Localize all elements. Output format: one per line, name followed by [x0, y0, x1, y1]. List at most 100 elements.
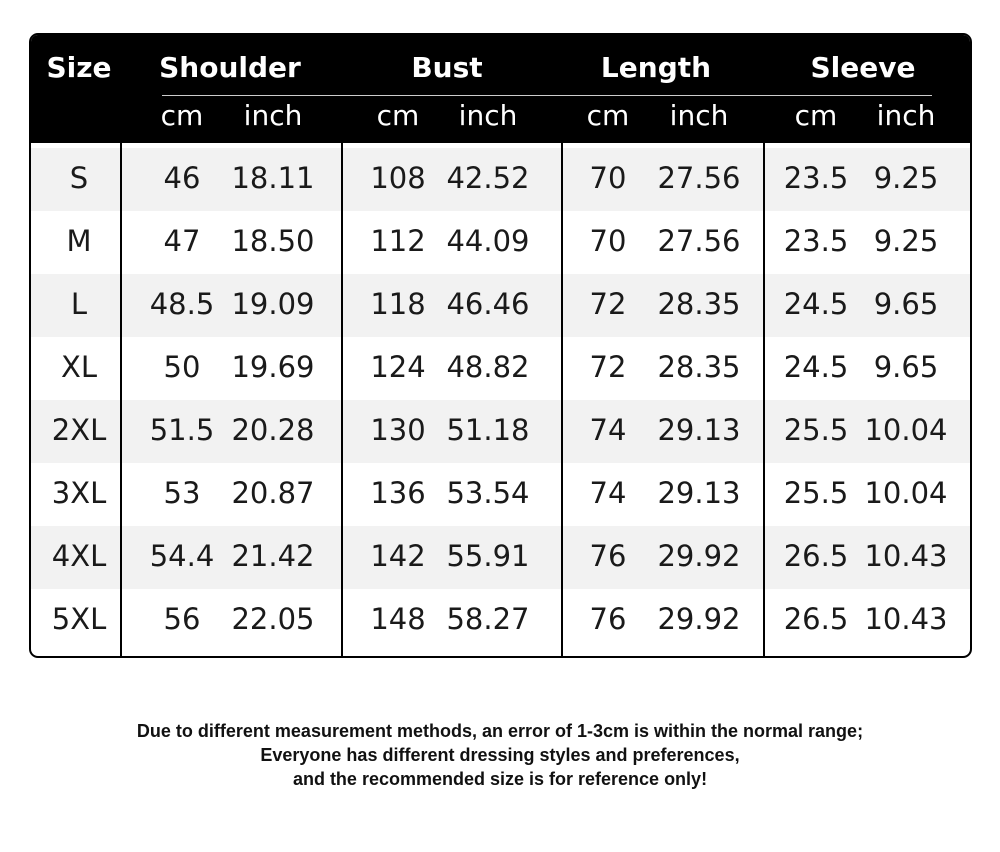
- measurement-cell: 25.5: [783, 413, 849, 447]
- size-cell: 3XL: [51, 476, 107, 510]
- measurement-cell: 148: [370, 602, 426, 636]
- measurement-cell: 46: [163, 161, 201, 195]
- unit-inch: inch: [458, 99, 518, 132]
- measurement-cell: 136: [370, 476, 426, 510]
- measurement-cell: 55.91: [446, 539, 530, 573]
- measurement-cell: 44.09: [446, 224, 530, 258]
- table-row: 2XL 51.5 20.28 130 51.18 74 29.13 25.5 10.04: [31, 400, 970, 463]
- measurement-cell: 29.13: [657, 413, 741, 447]
- measurement-cell: 26.5: [783, 539, 849, 573]
- size-cell: S: [69, 161, 89, 195]
- table-row: L 48.5 19.09 118 46.46 72 28.35 24.5 9.65: [31, 274, 970, 337]
- header-divider: [162, 95, 932, 96]
- measurement-cell: 56: [163, 602, 201, 636]
- table-row: M 47 18.50 112 44.09 70 27.56 23.5 9.25: [31, 211, 970, 274]
- unit-inch: inch: [876, 99, 936, 132]
- disclaimer-note: Due to different measurement methods, an…: [0, 719, 1000, 791]
- measurement-cell: 76: [589, 602, 627, 636]
- measurement-cell: 9.65: [873, 350, 939, 384]
- measurement-cell: 24.5: [783, 350, 849, 384]
- column-divider: [120, 143, 122, 656]
- size-cell: 5XL: [51, 602, 107, 636]
- measurement-cell: 112: [370, 224, 426, 258]
- measurement-cell: 51.18: [446, 413, 530, 447]
- measurement-cell: 130: [370, 413, 426, 447]
- measurement-cell: 46.46: [446, 287, 530, 321]
- measurement-cell: 18.50: [231, 224, 315, 258]
- table-row: S 46 18.11 108 42.52 70 27.56 23.5 9.25: [31, 148, 970, 211]
- column-divider: [341, 143, 343, 656]
- measurement-cell: 54.4: [149, 539, 215, 573]
- measurement-cell: 48.5: [149, 287, 215, 321]
- measurement-cell: 29.13: [657, 476, 741, 510]
- measurement-cell: 27.56: [657, 224, 741, 258]
- measurement-cell: 29.92: [657, 602, 741, 636]
- measurement-cell: 70: [589, 161, 627, 195]
- measurement-cell: 51.5: [149, 413, 215, 447]
- table-row: XL 50 19.69 124 48.82 72 28.35 24.5 9.65: [31, 337, 970, 400]
- measurement-cell: 10.04: [864, 413, 948, 447]
- measurement-cell: 27.56: [657, 161, 741, 195]
- table-row: 3XL 53 20.87 136 53.54 74 29.13 25.5 10.04: [31, 463, 970, 526]
- measurement-cell: 58.27: [446, 602, 530, 636]
- size-cell: 4XL: [51, 539, 107, 573]
- size-chart-table: Size Shoulder Bust Length Sleeve cm inch…: [29, 33, 972, 658]
- size-cell: XL: [60, 350, 98, 384]
- measurement-cell: 108: [370, 161, 426, 195]
- measurement-cell: 18.11: [231, 161, 315, 195]
- measurement-cell: 50: [163, 350, 201, 384]
- measurement-cell: 9.25: [873, 161, 939, 195]
- measurement-cell: 47: [163, 224, 201, 258]
- measurement-cell: 142: [370, 539, 426, 573]
- unit-cm: cm: [160, 99, 204, 132]
- measurement-cell: 19.09: [231, 287, 315, 321]
- measurement-cell: 26.5: [783, 602, 849, 636]
- measurement-cell: 10.43: [864, 602, 948, 636]
- size-cell: L: [70, 287, 88, 321]
- measurement-cell: 9.65: [873, 287, 939, 321]
- table-row: 5XL 56 22.05 148 58.27 76 29.92 26.5 10.43: [31, 589, 970, 652]
- measurement-cell: 9.25: [873, 224, 939, 258]
- header-shoulder: Shoulder: [159, 51, 301, 84]
- column-divider: [561, 143, 563, 656]
- measurement-cell: 74: [589, 413, 627, 447]
- header-size: Size: [46, 51, 112, 84]
- measurement-cell: 29.92: [657, 539, 741, 573]
- measurement-cell: 20.87: [231, 476, 315, 510]
- measurement-cell: 42.52: [446, 161, 530, 195]
- measurement-cell: 10.43: [864, 539, 948, 573]
- column-divider: [763, 143, 765, 656]
- unit-cm: cm: [376, 99, 420, 132]
- measurement-cell: 48.82: [446, 350, 530, 384]
- measurement-cell: 25.5: [783, 476, 849, 510]
- table-row: 4XL 54.4 21.42 142 55.91 76 29.92 26.5 10.43: [31, 526, 970, 589]
- measurement-cell: 124: [370, 350, 426, 384]
- unit-inch: inch: [669, 99, 729, 132]
- measurement-cell: 76: [589, 539, 627, 573]
- note-line: Everyone has different dressing styles a…: [260, 745, 740, 765]
- measurement-cell: 19.69: [231, 350, 315, 384]
- measurement-cell: 72: [589, 350, 627, 384]
- measurement-cell: 28.35: [657, 287, 741, 321]
- size-cell: M: [66, 224, 92, 258]
- measurement-cell: 20.28: [231, 413, 315, 447]
- measurement-cell: 22.05: [231, 602, 315, 636]
- measurement-cell: 74: [589, 476, 627, 510]
- note-line: Due to different measurement methods, an…: [136, 721, 864, 741]
- measurement-cell: 53: [163, 476, 201, 510]
- unit-cm: cm: [794, 99, 838, 132]
- size-cell: 2XL: [51, 413, 107, 447]
- measurement-cell: 24.5: [783, 287, 849, 321]
- header-length: Length: [600, 51, 712, 84]
- unit-inch: inch: [243, 99, 303, 132]
- note-line: and the recommended size is for referenc…: [292, 769, 708, 789]
- measurement-cell: 23.5: [783, 224, 849, 258]
- measurement-cell: 72: [589, 287, 627, 321]
- measurement-cell: 118: [370, 287, 426, 321]
- measurement-cell: 70: [589, 224, 627, 258]
- unit-cm: cm: [586, 99, 630, 132]
- measurement-cell: 21.42: [231, 539, 315, 573]
- measurement-cell: 10.04: [864, 476, 948, 510]
- measurement-cell: 23.5: [783, 161, 849, 195]
- header-sleeve: Sleeve: [810, 51, 916, 84]
